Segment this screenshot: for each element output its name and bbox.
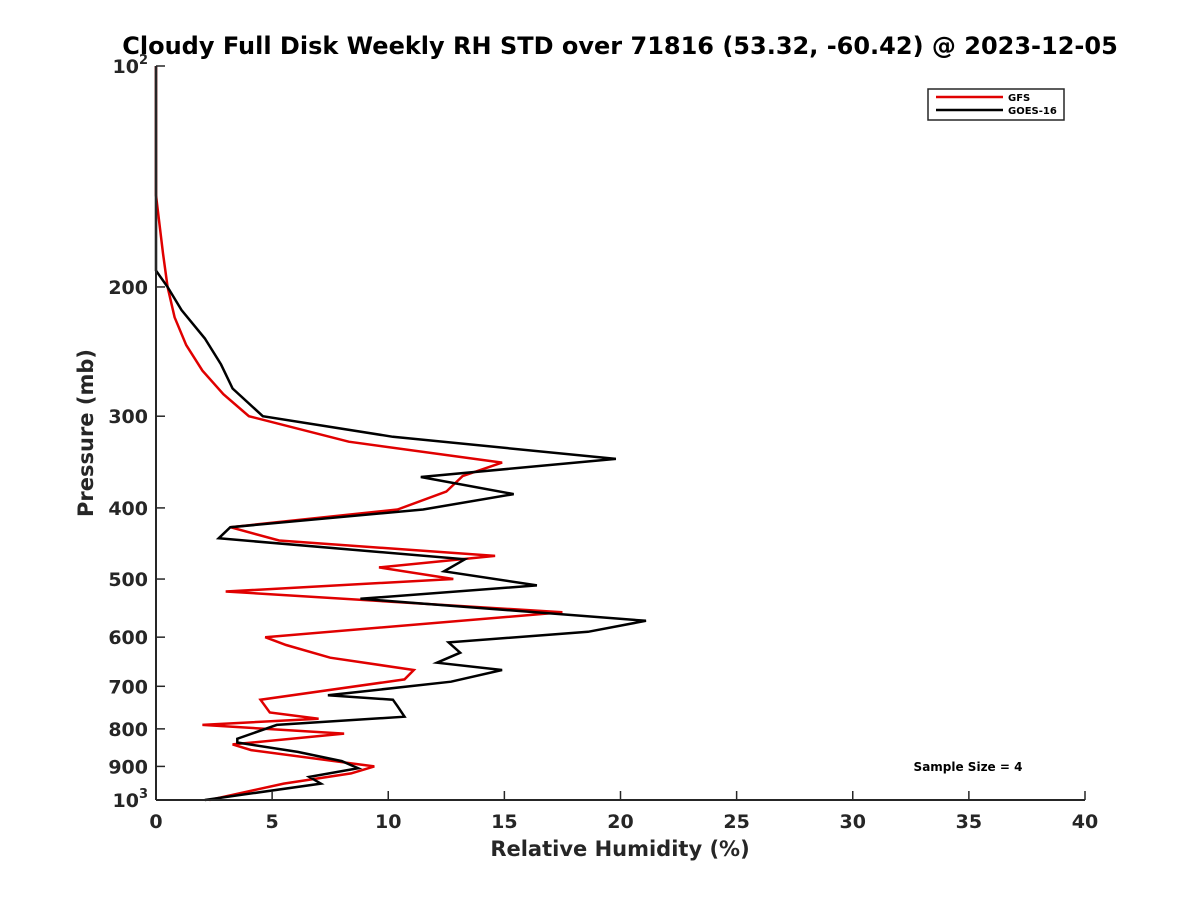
- series-line-gfs: [154, 66, 563, 802]
- y-tick-label: 700: [108, 676, 148, 698]
- y-tick-label: 300: [108, 406, 148, 428]
- chart-title: Cloudy Full Disk Weekly RH STD over 7181…: [122, 32, 1118, 60]
- plot-series-group: [154, 66, 647, 802]
- series-line-goes16: [154, 66, 647, 802]
- legend-label-goes16: GOES-16: [1008, 106, 1057, 117]
- x-axis-ticks: 0 5 10 15 20 25 30 35 40: [149, 791, 1098, 833]
- y-tick-label: 500: [108, 569, 148, 591]
- legend: GFS GOES-16: [927, 88, 1065, 121]
- x-tick-label: 35: [956, 811, 982, 833]
- y-tick-label: 400: [108, 498, 148, 520]
- y-tick-label: 102: [113, 53, 149, 78]
- x-tick-label: 20: [607, 811, 633, 833]
- y-tick-label: 103: [113, 787, 149, 812]
- legend-box: [927, 88, 1065, 121]
- y-tick-label: 800: [108, 719, 148, 741]
- sample-size-annotation: Sample Size = 4: [914, 760, 1023, 774]
- x-tick-label: 40: [1072, 811, 1098, 833]
- legend-label-gfs: GFS: [1008, 93, 1030, 104]
- x-tick-label: 0: [149, 811, 162, 833]
- x-tick-label: 30: [840, 811, 866, 833]
- y-tick-label: 200: [108, 277, 148, 299]
- y-tick-label: 900: [108, 756, 148, 778]
- y-axis-label: Pressure (mb): [74, 349, 98, 517]
- x-tick-label: 5: [266, 811, 279, 833]
- y-tick-label: 600: [108, 627, 148, 649]
- x-tick-label: 10: [375, 811, 401, 833]
- y-axis-ticks: 102 200 300 400 500 600 700 800 900 103: [108, 53, 165, 812]
- x-tick-label: 15: [491, 811, 517, 833]
- x-axis-label: Relative Humidity (%): [490, 837, 749, 861]
- x-tick-label: 25: [723, 811, 749, 833]
